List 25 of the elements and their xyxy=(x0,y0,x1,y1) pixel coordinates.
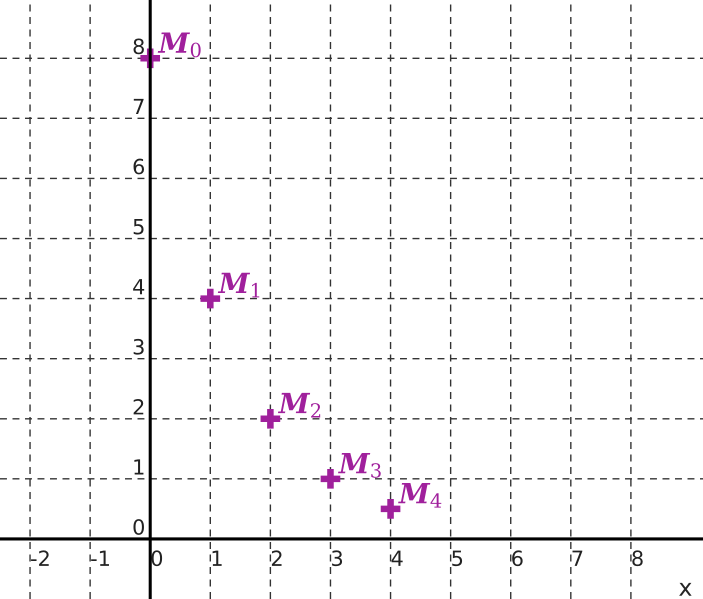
y-tick-label: 1 xyxy=(134,459,144,475)
y-tick-label: 2 xyxy=(134,398,144,414)
y-tick-label: 4 xyxy=(133,279,144,294)
x-tick-label: 3 xyxy=(332,550,342,566)
y-tick-label: 5 xyxy=(134,218,144,234)
x-tick-label: 8 xyxy=(632,550,643,566)
x-tick-label: 5 xyxy=(452,550,462,566)
x-tick-label: -2 xyxy=(31,550,49,566)
x-tick-label: -1 xyxy=(91,550,109,566)
annotation: M$_{2}$ xyxy=(278,392,320,418)
y-tick-label: 8 xyxy=(134,38,144,54)
x-tick-label: 4 xyxy=(392,550,403,566)
annotation: M$_{4}$ xyxy=(398,483,442,508)
x-tick-label: 6 xyxy=(512,550,523,566)
y-tick-label: 0 xyxy=(133,519,144,535)
x-axis-title: x xyxy=(679,582,692,596)
x-tick-label: 1 xyxy=(212,550,222,566)
y-tick-label: 6 xyxy=(134,158,144,174)
y-tick-label: 7 xyxy=(134,98,144,114)
y-tick-label: 3 xyxy=(134,338,144,355)
x-tick-label: 2 xyxy=(272,550,282,566)
annotation: M$_{3}$ xyxy=(338,453,381,478)
annotation: M$_{0}$ xyxy=(158,32,201,58)
annotation: M$_{1}$ xyxy=(218,272,260,298)
x-tick-label: 7 xyxy=(572,550,582,566)
